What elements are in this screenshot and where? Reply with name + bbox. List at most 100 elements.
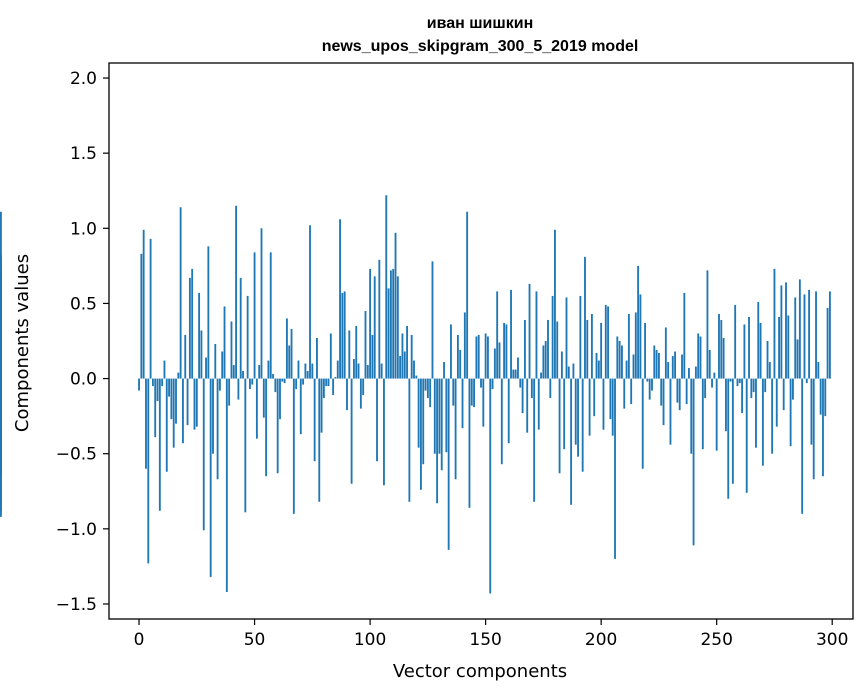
bar <box>191 268 194 379</box>
bar <box>246 295 249 379</box>
bar <box>764 378 767 393</box>
bar <box>540 372 542 379</box>
bar <box>239 277 242 379</box>
bar <box>188 277 191 379</box>
bar <box>193 378 196 430</box>
bar <box>376 378 378 462</box>
bar <box>138 378 140 391</box>
bar <box>796 339 799 379</box>
bar <box>295 378 298 390</box>
bar <box>690 378 693 454</box>
bar <box>507 378 510 444</box>
bar <box>198 292 201 379</box>
bar <box>731 378 734 484</box>
bar <box>249 378 251 390</box>
bar <box>140 253 143 379</box>
bar <box>433 378 436 454</box>
bar <box>787 315 790 379</box>
bar <box>221 351 224 379</box>
bar <box>165 378 168 472</box>
bar <box>262 378 265 418</box>
bar <box>810 378 813 445</box>
bar <box>808 289 811 379</box>
bar <box>440 378 443 471</box>
bar <box>163 360 166 379</box>
bar <box>186 378 189 426</box>
bar <box>750 378 753 399</box>
bar <box>445 378 448 453</box>
bar <box>572 363 575 379</box>
bar <box>676 378 679 403</box>
bar <box>480 378 482 388</box>
bar <box>230 321 233 379</box>
bar <box>565 297 568 379</box>
bar <box>530 378 533 399</box>
bar <box>667 362 670 379</box>
bar <box>422 378 425 465</box>
bar <box>482 378 485 427</box>
bar <box>627 313 630 379</box>
y-tick-label: 2.0 <box>70 69 97 89</box>
bar <box>145 378 147 469</box>
bar <box>711 378 713 388</box>
bar <box>757 301 760 379</box>
bar <box>156 378 159 402</box>
bar <box>748 316 750 379</box>
bar <box>399 356 402 379</box>
bar <box>147 378 150 564</box>
bar <box>694 366 697 379</box>
bar <box>470 378 473 406</box>
bar <box>228 378 231 406</box>
bar <box>533 378 536 502</box>
bar <box>283 378 286 384</box>
bar <box>600 322 603 379</box>
bar <box>736 378 739 387</box>
bars-group <box>0 195 831 594</box>
bar <box>697 333 700 379</box>
bar <box>669 378 672 445</box>
bar <box>359 378 362 409</box>
bar <box>609 378 612 420</box>
bar <box>232 365 235 379</box>
bar <box>713 372 716 379</box>
bar <box>329 333 332 379</box>
bar <box>551 295 554 379</box>
bar <box>588 378 591 436</box>
bar <box>623 378 626 409</box>
bar <box>674 351 677 379</box>
x-axis-ticks: 0 50 100 150 200 250 300 <box>134 619 848 650</box>
bar <box>715 378 718 451</box>
bar <box>618 341 621 379</box>
bar <box>281 378 284 382</box>
bar <box>801 378 804 514</box>
bar <box>149 238 152 379</box>
bar <box>225 378 228 592</box>
bar <box>683 292 686 379</box>
bar <box>761 378 764 466</box>
bar <box>463 312 466 379</box>
bar <box>387 288 390 379</box>
bar <box>653 345 656 379</box>
bar <box>366 365 369 379</box>
bar <box>424 378 427 391</box>
bar <box>235 205 238 379</box>
bar <box>403 351 406 379</box>
bar <box>616 336 619 379</box>
bar <box>768 362 771 379</box>
bar <box>514 369 517 379</box>
bar <box>563 378 566 450</box>
bar <box>542 345 545 379</box>
bar <box>607 306 610 379</box>
bar <box>179 207 182 379</box>
bar <box>819 378 822 415</box>
y-tick-label: 0.5 <box>70 294 97 314</box>
bar <box>316 337 318 379</box>
bar <box>401 333 404 379</box>
bar <box>223 306 226 379</box>
chart-subtitle: news_upos_skipgram_300_5_2019 model <box>322 38 639 55</box>
bar <box>505 324 508 379</box>
bar <box>394 232 397 379</box>
bar <box>614 378 616 559</box>
